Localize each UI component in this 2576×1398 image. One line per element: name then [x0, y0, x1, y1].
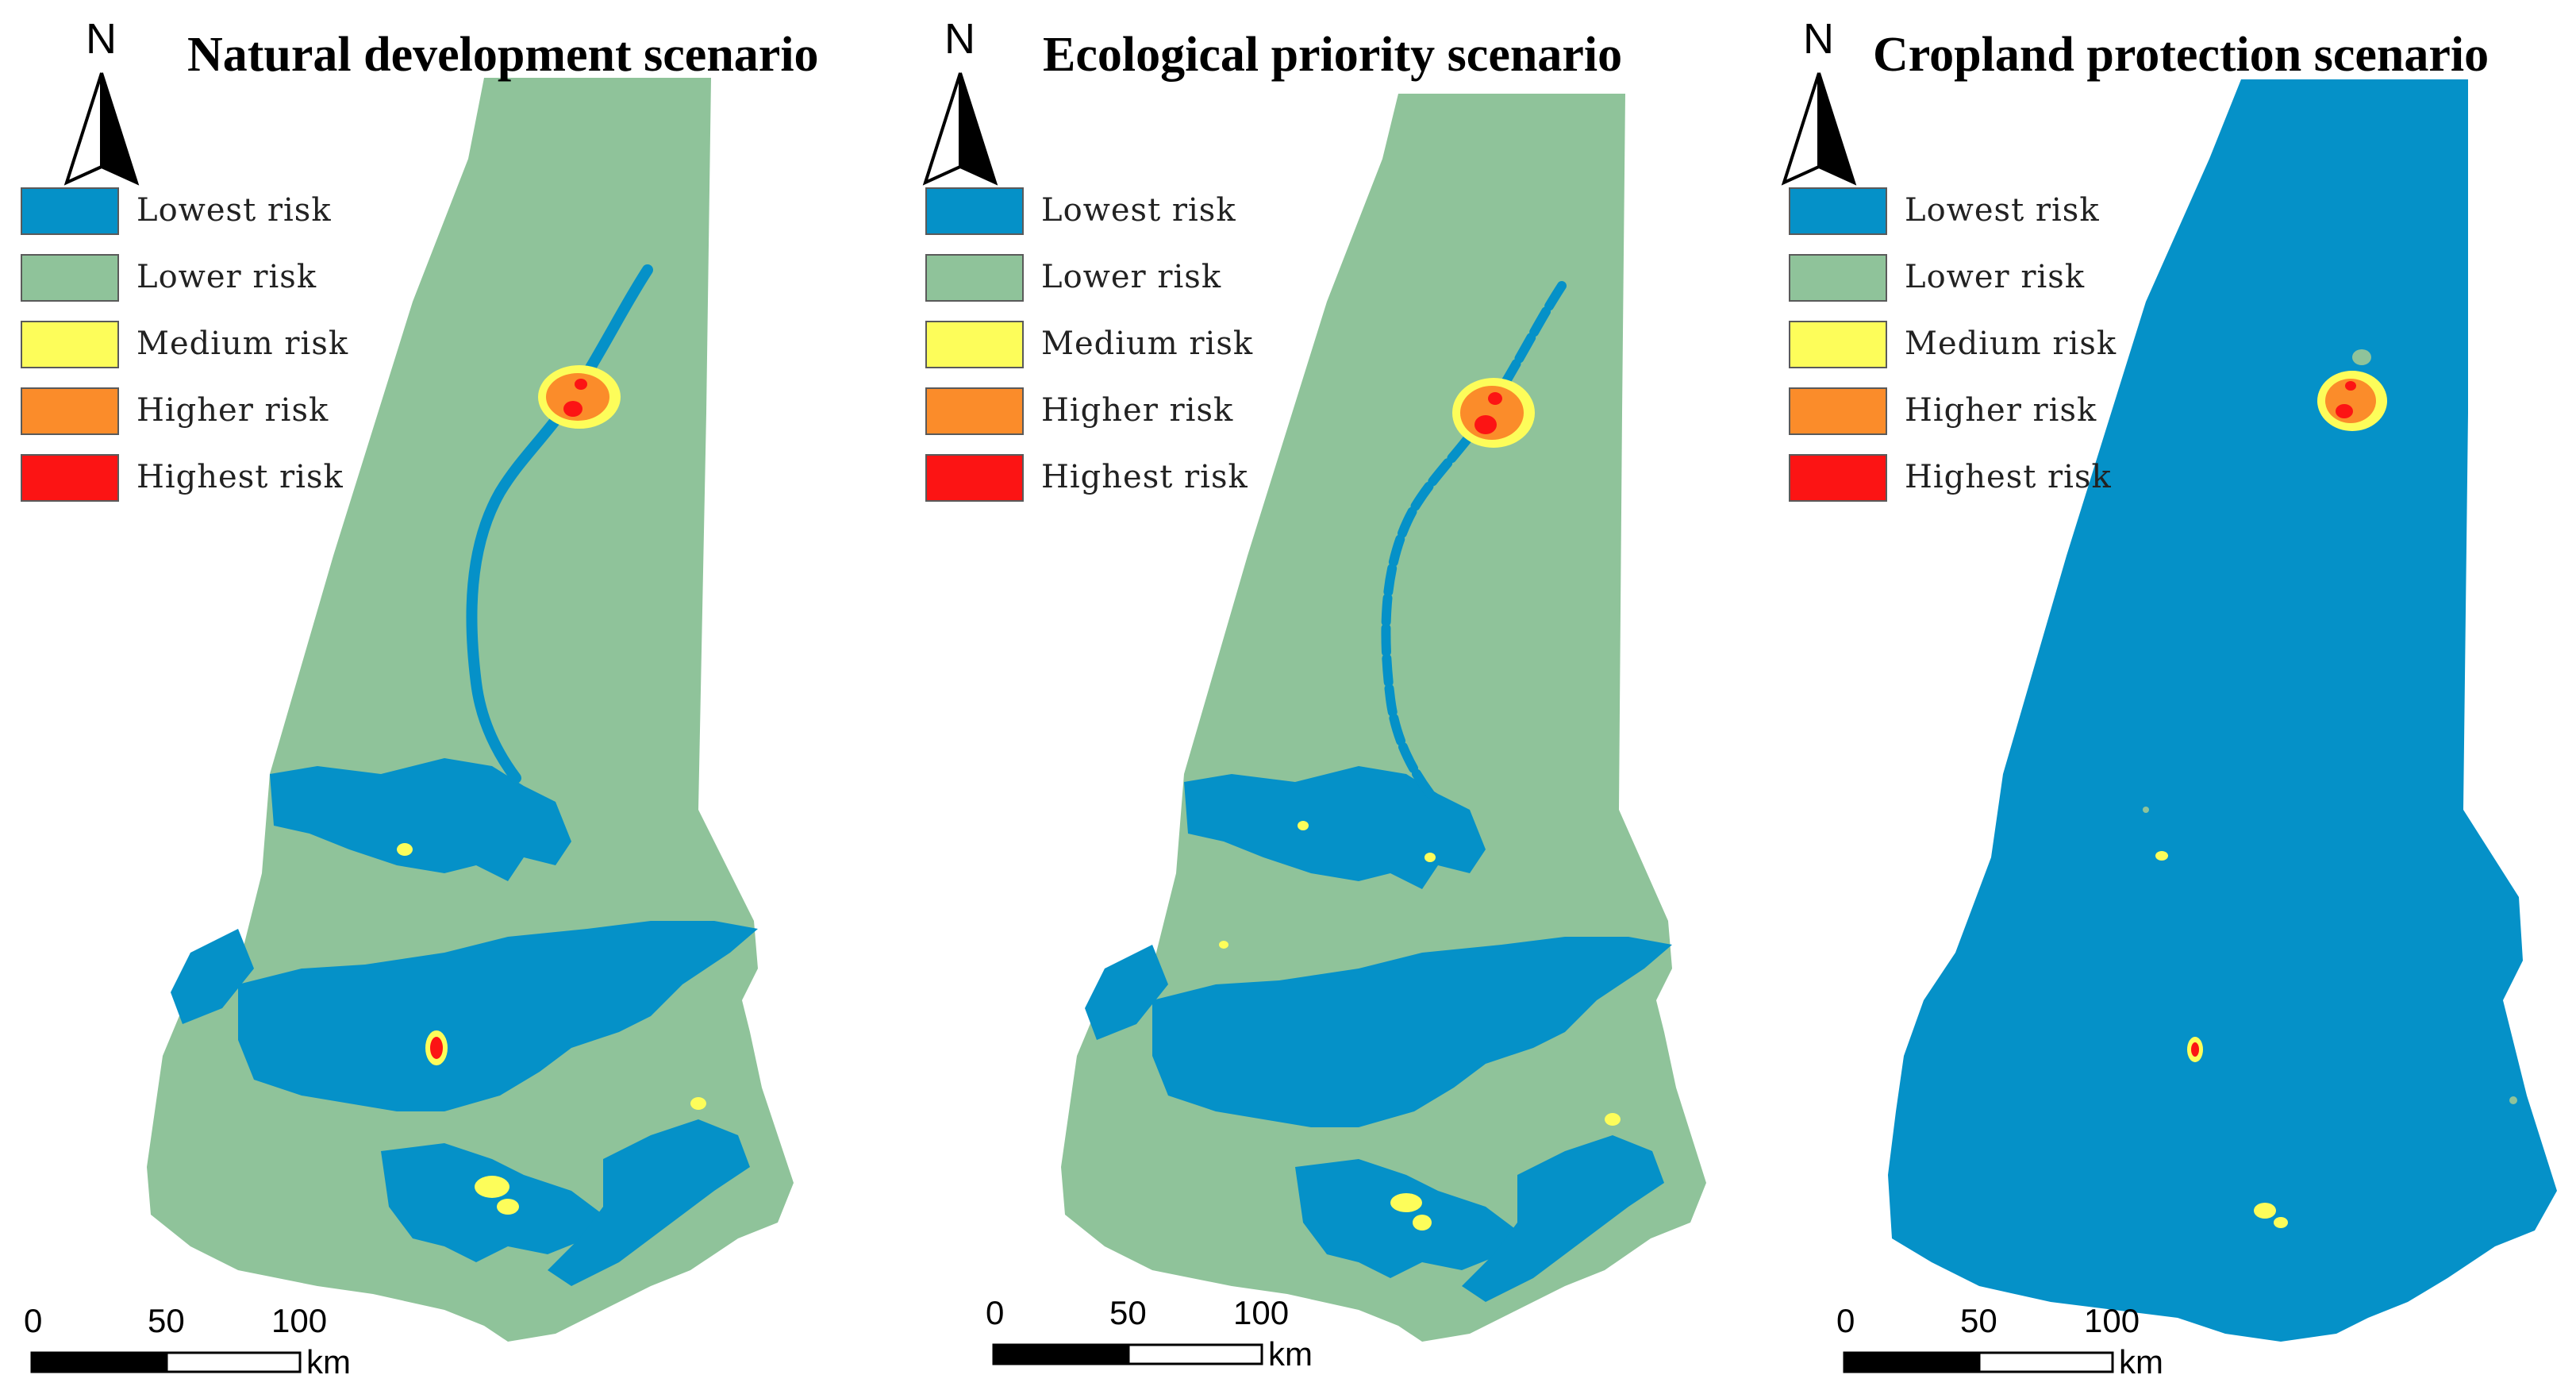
blue-west-patch — [171, 929, 254, 1024]
blue-band-1 — [270, 758, 571, 881]
scale-bar — [1843, 1351, 2114, 1373]
scale-bar — [30, 1351, 302, 1373]
urban-hotspot-cluster — [397, 365, 706, 1215]
legend-item-lowest: Lowest risk — [1789, 187, 2154, 238]
legend-item-highest: Highest risk — [1789, 454, 2154, 505]
legend-item-higher: Higher risk — [1789, 387, 2154, 438]
map-natural — [30, 72, 794, 1373]
north-label: N — [944, 15, 975, 63]
map-ecological — [922, 72, 1706, 1365]
scale-tick-50: 50 — [148, 1302, 185, 1339]
north-arrow — [1781, 72, 1857, 186]
legend-item-higher: Higher risk — [21, 387, 386, 438]
scale-unit: km — [306, 1343, 351, 1381]
scale-tick-50: 50 — [1109, 1294, 1147, 1331]
blue-band-2 — [238, 921, 758, 1111]
blue-west-patch — [1085, 945, 1168, 1040]
scale-tick-0: 0 — [986, 1294, 1005, 1331]
scale-tick-0: 0 — [1836, 1302, 1855, 1339]
blue-river — [1381, 281, 1567, 799]
scale-tick-50: 50 — [1960, 1302, 1997, 1339]
legend-item-medium: Medium risk — [1789, 321, 2154, 372]
blue-band-4 — [548, 1119, 750, 1286]
scale-tick-100: 100 — [1233, 1294, 1290, 1331]
map-title: Cropland protection scenario — [1873, 28, 2489, 82]
map-panel-cropland: N Cropland protection scenario Lowest ri… — [1717, 0, 2576, 1398]
north-arrow — [63, 72, 140, 186]
urban-hotspot-cluster — [2143, 349, 2517, 1228]
legend-item-lower: Lower risk — [925, 254, 1290, 305]
legend-item-lower: Lower risk — [21, 254, 386, 305]
scale-bar — [992, 1343, 1263, 1365]
blue-river — [466, 264, 653, 784]
north-label: N — [1803, 15, 1834, 63]
region-base — [1888, 79, 2557, 1342]
urban-hotspot-cluster — [1219, 378, 1621, 1230]
north-arrow — [922, 72, 998, 186]
legend-item-higher: Higher risk — [925, 387, 1290, 438]
blue-band-1 — [1184, 766, 1486, 889]
map-panel-ecological: N Ecological priority scenario Lowest ri… — [859, 0, 1717, 1398]
map-cropland — [1781, 72, 2557, 1373]
blue-band-3 — [381, 1143, 603, 1262]
map-panel-natural: N Natural development scenario Lowest ri… — [0, 0, 859, 1398]
scale-tick-100: 100 — [2084, 1302, 2140, 1339]
blue-band-4 — [1462, 1135, 1664, 1302]
legend-item-highest: Highest risk — [21, 454, 386, 505]
legend-item-lowest: Lowest risk — [21, 187, 386, 238]
legend-item-lower: Lower risk — [1789, 254, 2154, 305]
north-label: N — [86, 15, 117, 63]
scale-unit: km — [1268, 1335, 1313, 1373]
blue-band-2 — [1152, 937, 1672, 1127]
map-title: Ecological priority scenario — [1043, 28, 1623, 82]
blue-band-3 — [1295, 1159, 1517, 1278]
legend-item-medium: Medium risk — [925, 321, 1290, 372]
legend-item-highest: Highest risk — [925, 454, 1290, 505]
legend-item-medium: Medium risk — [21, 321, 386, 372]
map-title: Natural development scenario — [187, 28, 819, 82]
legend-item-lowest: Lowest risk — [925, 187, 1290, 238]
scale-tick-100: 100 — [271, 1302, 328, 1339]
scale-unit: km — [2119, 1343, 2163, 1381]
scale-tick-0: 0 — [24, 1302, 43, 1339]
